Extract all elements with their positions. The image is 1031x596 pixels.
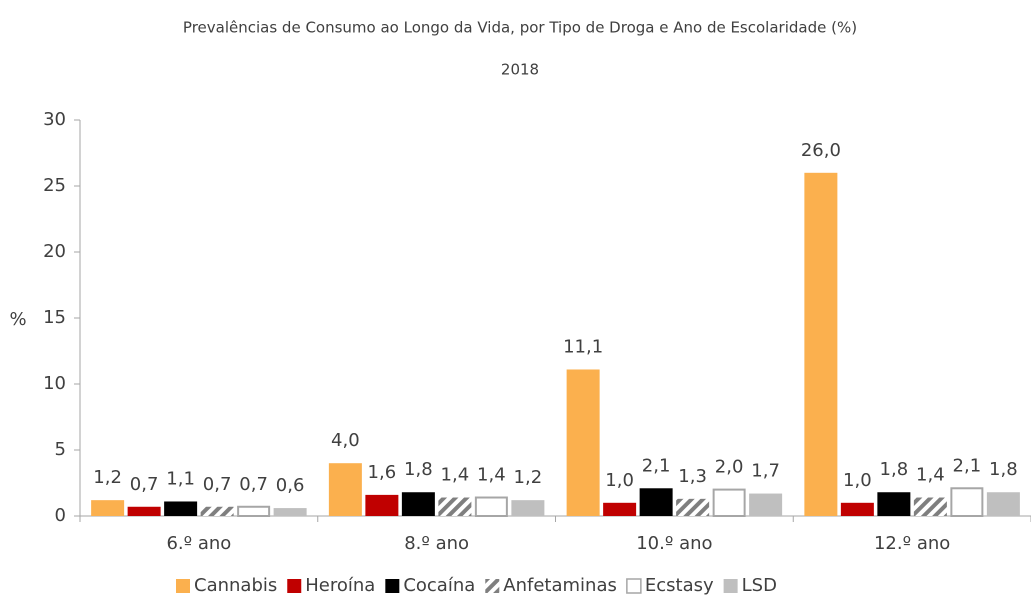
legend-label: Cocaína <box>403 575 475 596</box>
y-tick-label: 10 <box>43 373 66 394</box>
chart-subtitle: 2018 <box>501 61 539 79</box>
y-axis-label: % <box>9 309 26 330</box>
legend-label: Cannabis <box>194 575 277 596</box>
x-tick-label: 10.º ano <box>636 533 712 554</box>
legend-swatch <box>287 579 302 593</box>
value-label: 1,3 <box>678 466 707 487</box>
value-label: 1,4 <box>441 465 470 486</box>
y-tick-label: 25 <box>43 175 66 196</box>
value-label: 1,4 <box>916 465 945 486</box>
bar <box>474 496 508 517</box>
bar <box>840 502 874 516</box>
value-label: 1,2 <box>514 467 543 488</box>
value-label: 11,1 <box>563 336 603 357</box>
value-label: 1,7 <box>751 461 780 482</box>
bar <box>164 501 198 516</box>
value-label: 0,7 <box>239 474 268 495</box>
bar <box>913 497 947 516</box>
legend-swatch <box>626 578 642 594</box>
bar <box>877 492 911 516</box>
bar <box>639 488 673 516</box>
legend-label: Heroína <box>305 575 375 596</box>
chart-title: Prevalências de Consumo ao Longo da Vida… <box>183 19 857 37</box>
bar <box>237 505 271 518</box>
bar <box>950 487 984 517</box>
value-label: 1,0 <box>605 470 634 491</box>
bar <box>273 508 307 516</box>
value-label: 1,4 <box>477 465 506 486</box>
legend-swatch <box>385 579 400 593</box>
bar <box>676 498 710 516</box>
bar <box>986 492 1020 516</box>
value-label: 2,1 <box>953 455 982 476</box>
value-label: 1,8 <box>989 459 1018 480</box>
bar <box>566 369 600 516</box>
value-label: 4,0 <box>331 430 360 451</box>
bar <box>401 492 435 516</box>
legend-label: Ecstasy <box>645 575 714 596</box>
y-tick-label: 5 <box>55 439 66 460</box>
value-label: 0,7 <box>203 474 232 495</box>
y-tick-label: 0 <box>55 505 66 526</box>
value-label: 1,0 <box>843 470 872 491</box>
legend-swatch <box>485 579 500 593</box>
bar <box>712 488 746 518</box>
value-label: 1,8 <box>404 459 433 480</box>
y-tick-label: 15 <box>43 307 66 328</box>
legend-swatch <box>176 579 190 593</box>
value-label: 1,8 <box>880 459 909 480</box>
x-tick-label: 6.º ano <box>166 533 231 554</box>
legend-label: LSD <box>742 575 777 596</box>
value-label: 0,7 <box>130 474 159 495</box>
bar <box>511 500 545 516</box>
y-tick-label: 30 <box>43 109 66 130</box>
bar <box>438 497 472 516</box>
legend-label: Anfetaminas <box>503 575 617 596</box>
value-label: 2,0 <box>715 457 744 478</box>
value-label: 0,6 <box>276 475 305 496</box>
legend-swatch <box>723 579 738 593</box>
value-label: 1,1 <box>166 468 195 489</box>
value-label: 2,1 <box>642 455 671 476</box>
bar <box>749 493 783 516</box>
x-tick-label: 12.º ano <box>874 533 950 554</box>
y-tick-label: 20 <box>43 241 66 262</box>
x-tick-label: 8.º ano <box>404 533 469 554</box>
bar <box>91 500 125 516</box>
bar <box>804 172 838 517</box>
bar <box>603 502 637 516</box>
bar <box>200 506 234 516</box>
bar <box>328 463 362 516</box>
bar <box>127 506 161 516</box>
bar <box>365 494 399 516</box>
value-label: 26,0 <box>801 140 841 161</box>
value-label: 1,2 <box>93 467 122 488</box>
value-label: 1,6 <box>368 462 397 483</box>
